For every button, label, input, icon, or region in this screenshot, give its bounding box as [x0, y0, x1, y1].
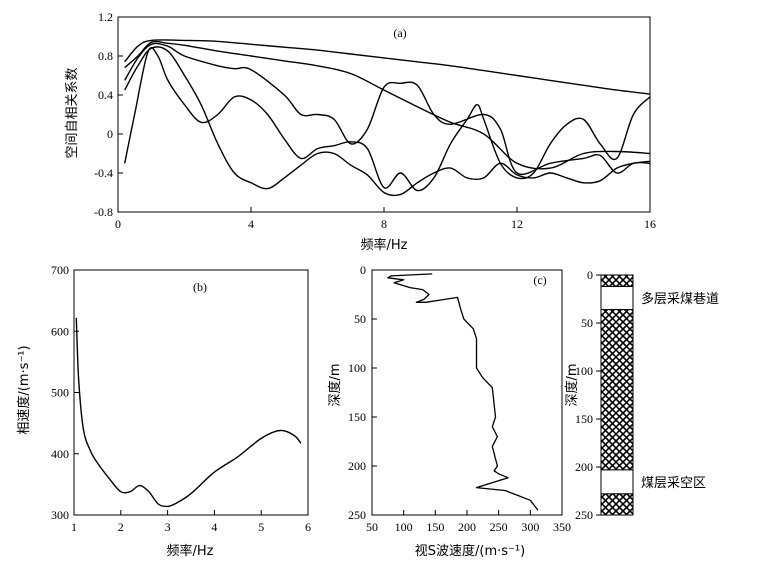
x-tick-label: 5	[258, 520, 264, 534]
void-layer	[600, 286, 634, 311]
x-tick-label: 250	[490, 520, 508, 534]
x-axis-label-b: 频率/Hz	[167, 543, 214, 559]
panel-a: (a) 频率/Hz 空间自相关系数 0 4 8 12 16 -0.8 -0.4 0 0.4 0.8…	[65, 10, 656, 253]
x-tick-label: 200	[458, 520, 476, 534]
x-tick-label: 4	[211, 520, 217, 534]
plot-frame-a	[117, 16, 651, 213]
coal-layer	[600, 274, 634, 288]
x-tick-label: 16	[644, 217, 656, 231]
y-tick-label: 250	[348, 508, 366, 522]
a-series-line-4	[124, 47, 651, 192]
column-tick-label: 50	[581, 316, 593, 330]
coal-layer	[600, 309, 634, 471]
layer-label: 多层采煤巷道	[641, 291, 719, 307]
x-tick-label: 6	[305, 520, 311, 534]
y-tick-label: 50	[354, 312, 366, 326]
y-tick-label: 150	[348, 410, 366, 424]
plot-frame-c	[371, 269, 563, 516]
panel-label-b: (b)	[193, 280, 207, 294]
x-tick-label: 0	[115, 217, 121, 231]
y-tick-label: 0.8	[98, 49, 113, 63]
column-tick-label: 100	[575, 364, 593, 378]
y-tick-label: 600	[51, 324, 69, 338]
y-tick-label: 700	[51, 263, 69, 277]
y-tick-label: 0	[107, 127, 113, 141]
x-tick-label: 2	[118, 520, 124, 534]
x-tick-label: 8	[381, 217, 387, 231]
x-axis-label-c: 视S波速度/(m·s⁻¹)	[415, 543, 525, 559]
y-axis-label-b: 相速度/(m·s⁻¹)	[16, 345, 32, 434]
a-series-line-1	[124, 39, 651, 95]
column-y-axis-label: 深度/m	[564, 363, 580, 406]
column-tick-label: 200	[575, 460, 593, 474]
panel-label-a: (a)	[393, 26, 406, 40]
y-tick-label: 300	[51, 508, 69, 522]
y-tick-label: -0.8	[94, 205, 113, 219]
x-tick-label: 300	[521, 520, 539, 534]
layer-label: 煤层采空区	[641, 476, 706, 491]
y-axis-label-c: 深度/m	[327, 363, 343, 406]
y-tick-label: -0.4	[94, 166, 113, 180]
a-series-line-3	[124, 42, 651, 176]
x-tick-label: 150	[426, 520, 444, 534]
column-tick-label: 0	[587, 268, 593, 282]
b-series-line-1	[75, 317, 302, 508]
c-series-line	[387, 273, 539, 511]
void-layer	[600, 469, 634, 495]
y-tick-label: 0.4	[98, 88, 113, 102]
x-tick-label: 12	[511, 217, 523, 231]
x-tick-label: 3	[165, 520, 171, 534]
x-tick-label: 100	[395, 520, 413, 534]
panel-label-c: (c)	[533, 273, 546, 287]
y-tick-label: 1.2	[98, 10, 113, 24]
y-axis-label-a: 空间自相关系数	[65, 67, 80, 158]
x-tick-label: 4	[248, 217, 254, 231]
x-axis-label-a: 频率/Hz	[361, 237, 408, 253]
y-tick-label: 0	[360, 263, 366, 277]
panel-b: (b) 频率/Hz 相速度/(m·s⁻¹) 1 2 3 4 5 6 300 400 500 600…	[16, 263, 311, 559]
x-tick-label: 1	[71, 520, 77, 534]
y-tick-label: 400	[51, 447, 69, 461]
panel-c: (c) 视S波速度/(m·s⁻¹) 深度/m 50 100 150 200 250 300…	[327, 263, 571, 559]
column-tick-label: 150	[575, 412, 593, 426]
column-tick-label: 250	[575, 508, 593, 522]
a-series-line-2	[124, 40, 651, 170]
a-series-line-5	[124, 46, 651, 197]
y-tick-label: 100	[348, 361, 366, 375]
coal-layer	[600, 493, 634, 516]
x-tick-label: 350	[553, 520, 571, 534]
y-tick-label: 500	[51, 386, 69, 400]
x-tick-label: 50	[366, 520, 378, 534]
y-tick-label: 200	[348, 459, 366, 473]
